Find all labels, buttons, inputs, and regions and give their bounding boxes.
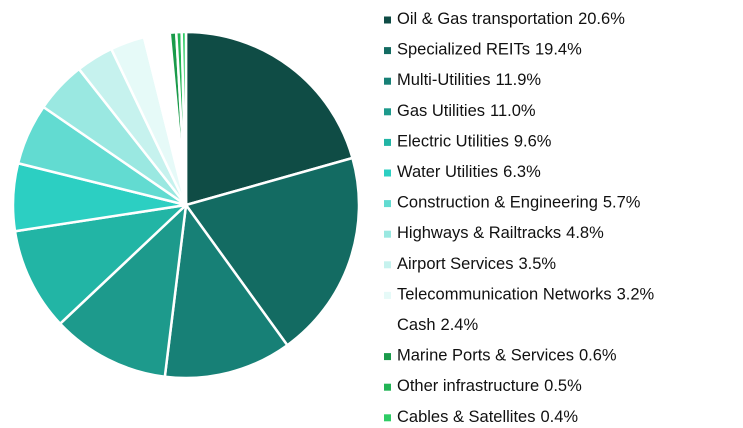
legend-value: 19.4%	[535, 41, 582, 59]
legend-name: Water Utilities	[397, 163, 498, 181]
legend-label: Water Utilities 6.3%	[397, 163, 541, 181]
legend-value: 0.4%	[541, 408, 579, 426]
legend-name: Cash	[397, 316, 436, 334]
pie-slice	[184, 156, 361, 347]
legend-marker	[384, 322, 391, 330]
legend-name: Telecommunication Networks	[397, 286, 612, 304]
legend-name: Construction & Engineering	[397, 194, 598, 212]
legend-label: Electric Utilities 9.6%	[397, 133, 552, 151]
legend-marker	[384, 230, 391, 238]
legend-value: 11.0%	[490, 102, 536, 120]
legend-value: 5.7%	[603, 194, 641, 212]
legend-marker	[384, 200, 391, 208]
legend-label: Multi-Utilities 11.9%	[397, 72, 541, 90]
legend-label: Marine Ports & Services 0.6%	[397, 347, 617, 365]
legend-value: 0.5%	[544, 378, 582, 396]
legend-name: Gas Utilities	[397, 102, 485, 120]
legend-label: Highways & Railtracks 4.8%	[397, 225, 604, 243]
legend-label: Specialized REITs 19.4%	[397, 41, 582, 59]
pie-slice	[163, 203, 289, 380]
legend-name: Marine Ports & Services	[397, 347, 574, 365]
legend-name: Oil & Gas transportation	[397, 10, 573, 28]
legend-marker	[384, 291, 391, 299]
legend-label: Construction & Engineering 5.7%	[397, 194, 641, 212]
legend-marker	[384, 138, 391, 146]
legend-label: Other infrastructure 0.5%	[397, 378, 582, 396]
legend-value: 11.9%	[496, 72, 542, 90]
legend-label: Oil & Gas transportation 20.6%	[397, 10, 625, 28]
legend-name: Specialized REITs	[397, 41, 530, 59]
legend-name: Cables & Satellites	[397, 408, 536, 426]
legend-value: 2.4%	[441, 316, 479, 334]
legend-name: Other infrastructure	[397, 378, 539, 396]
legend-marker	[384, 414, 391, 422]
legend-label: Cables & Satellites 0.4%	[397, 408, 578, 426]
pie-slice	[184, 30, 354, 207]
legend-value: 20.6%	[578, 10, 625, 28]
legend-marker	[384, 108, 391, 116]
pie-slice	[13, 203, 188, 325]
legend-name: Electric Utilities	[397, 133, 509, 151]
legend-marker	[384, 383, 391, 391]
legend-name: Multi-Utilities	[397, 72, 491, 90]
legend-name: Airport Services	[397, 255, 513, 273]
legend-label: Telecommunication Networks 3.2%	[397, 286, 655, 304]
legend-marker	[384, 77, 391, 85]
legend-name: Highways & Railtracks	[397, 225, 561, 243]
legend-marker	[384, 261, 391, 269]
legend-marker	[384, 16, 391, 24]
legend-value: 6.3%	[503, 163, 541, 181]
legend-label: Airport Services 3.5%	[397, 255, 556, 273]
legend-value: 3.5%	[518, 255, 556, 273]
legend-value: 0.6%	[579, 347, 617, 365]
legend-value: 4.8%	[566, 225, 604, 243]
legend-value: 3.2%	[617, 286, 655, 304]
legend-marker	[384, 353, 391, 361]
legend-label: Gas Utilities 11.0%	[397, 102, 536, 120]
legend-value: 9.6%	[514, 133, 552, 151]
legend-marker	[384, 169, 391, 177]
legend-label: Cash 2.4%	[397, 316, 478, 334]
pie-slice	[58, 203, 188, 378]
pie-slice	[180, 30, 188, 207]
legend-marker	[384, 47, 391, 55]
